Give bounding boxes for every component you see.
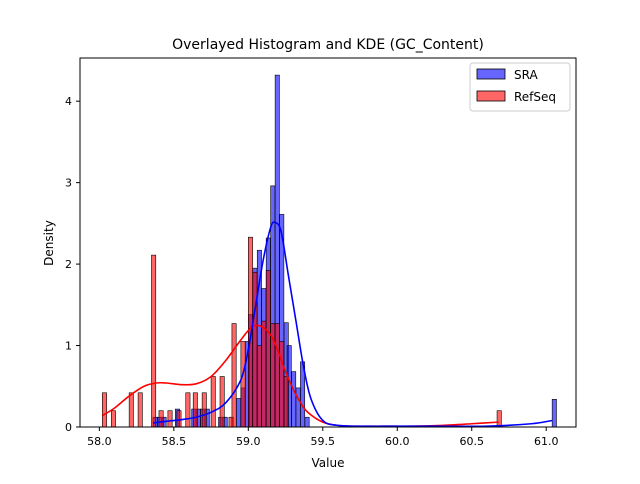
bar-refseq [185, 392, 191, 428]
x-tick-label: 58.0 [87, 435, 112, 448]
bar-sra [295, 387, 301, 428]
bar-sra [551, 399, 557, 428]
bar-refseq [265, 270, 271, 428]
legend-label-refseq: RefSeq [514, 90, 556, 104]
bar-refseq [158, 410, 164, 428]
bar-refseq [102, 392, 107, 428]
legend: SRA RefSeq [469, 62, 571, 112]
y-tick-label: 3 [65, 177, 72, 190]
bar-refseq [151, 254, 157, 428]
y-axis: 0 1 2 3 4 [65, 95, 80, 434]
x-tick-label: 61.0 [534, 435, 559, 448]
bar-refseq [256, 345, 262, 428]
x-tick-label: 59.0 [236, 435, 261, 448]
bar-refseq [219, 376, 225, 428]
bar-refseq [192, 392, 198, 428]
bar-refseq [283, 376, 289, 428]
y-tick-label: 1 [65, 340, 72, 353]
bar-refseq [176, 410, 182, 428]
y-tick-label: 2 [65, 258, 72, 271]
bar-refseq [128, 392, 134, 428]
y-axis-label: Density [42, 220, 56, 266]
kde-line-sra [152, 221, 553, 428]
bar-sra [304, 416, 310, 428]
bar-refseq [252, 271, 258, 428]
bar-refseq [210, 376, 216, 428]
x-tick-label: 58.5 [162, 435, 187, 448]
legend-swatch-refseq [476, 90, 506, 102]
bar-sra [236, 398, 241, 428]
y-tick-label: 0 [65, 421, 72, 434]
bar-refseq [496, 410, 502, 428]
bar-refseq [167, 410, 173, 428]
y-tick-label: 4 [65, 95, 72, 108]
plot-frame [79, 57, 577, 428]
legend-label-sra: SRA [514, 68, 538, 82]
legend-swatch-sra [476, 68, 506, 80]
bar-refseq [201, 392, 207, 428]
x-axis: 58.0 58.5 59.0 59.5 60.0 60.5 61.0 [87, 427, 558, 448]
x-axis-label: Value [312, 456, 345, 470]
chart-title: Overlayed Histogram and KDE (GC_Content) [172, 37, 484, 53]
x-tick-label: 60.5 [459, 435, 484, 448]
bar-refseq [231, 323, 237, 428]
bar-refseq [274, 323, 280, 428]
x-tick-label: 59.5 [311, 435, 336, 448]
x-tick-label: 60.0 [385, 435, 410, 448]
bar-refseq [261, 320, 267, 428]
bar-refseq [110, 410, 116, 428]
bar-refseq [279, 341, 285, 428]
bar-refseq [137, 392, 143, 428]
bar-sra [291, 371, 297, 428]
kde-layer [101, 221, 553, 428]
bar-refseq [240, 341, 246, 428]
